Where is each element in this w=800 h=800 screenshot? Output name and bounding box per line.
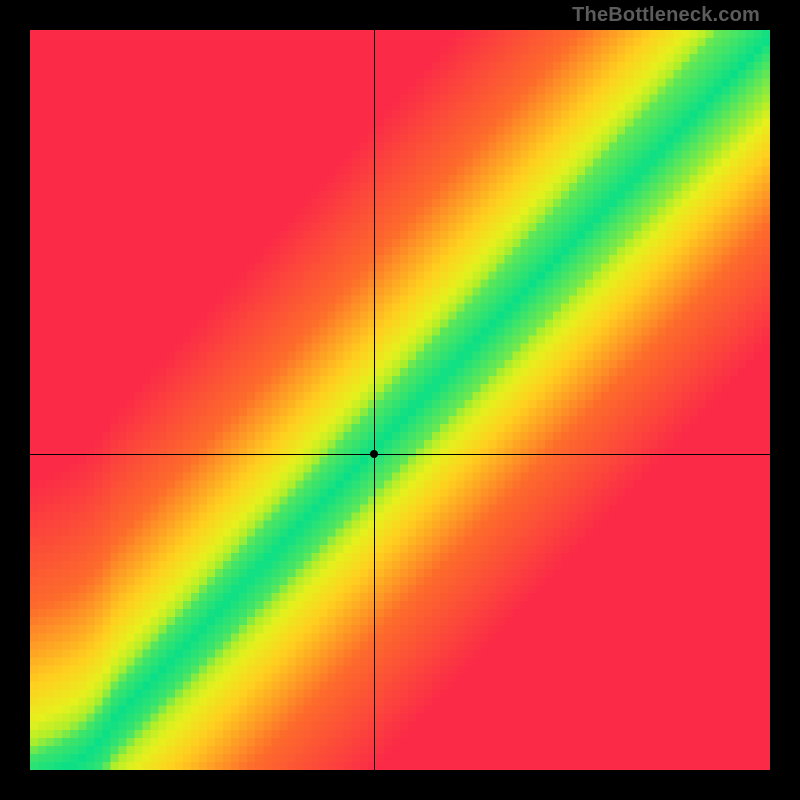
crosshair-vertical [374,30,375,770]
crosshair-marker [370,450,378,458]
plot-area [30,30,770,770]
heatmap-canvas [30,30,770,770]
crosshair-horizontal [30,454,770,455]
chart-frame: TheBottleneck.com [0,0,800,800]
watermark-text: TheBottleneck.com [572,4,760,27]
